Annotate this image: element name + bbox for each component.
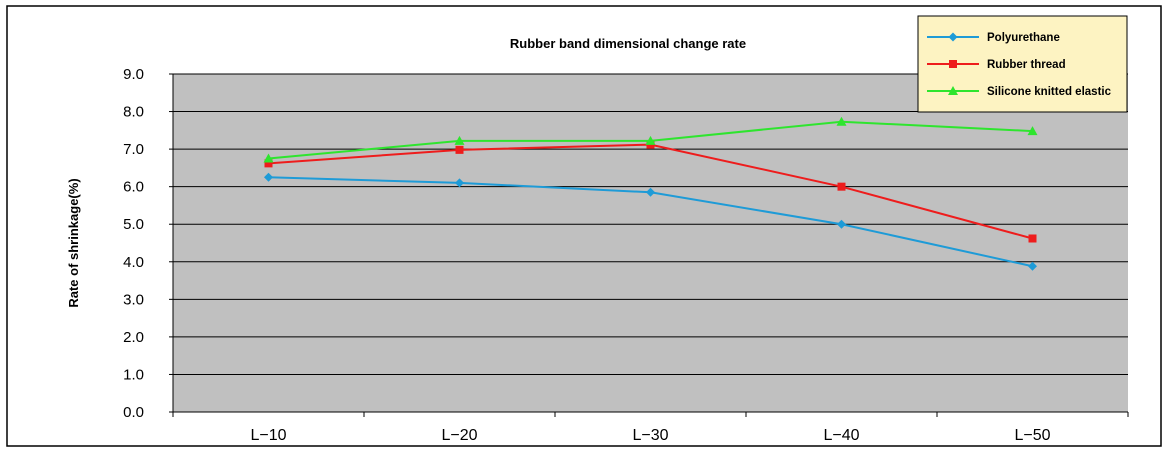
series-polyurethane: [264, 172, 1037, 271]
y-tick-label: 8.0: [123, 104, 144, 121]
y-tick-label: 5.0: [123, 216, 144, 233]
data-point: [264, 159, 273, 168]
legend-swatch-marker: [948, 86, 958, 95]
data-point: [837, 182, 846, 191]
chart-title: Rubber band dimensional change rate: [510, 36, 746, 51]
x-tick-label: L−30: [632, 427, 668, 444]
data-point: [1027, 126, 1038, 136]
data-point: [455, 178, 464, 188]
legend-label: Silicone knitted elastic: [987, 86, 1112, 98]
series-silicone-knitted-elastic: [263, 116, 1038, 163]
data-point: [454, 135, 465, 145]
data-point: [836, 116, 847, 126]
y-tick-label: 9.0: [123, 66, 144, 83]
y-tick-label: 4.0: [123, 254, 144, 271]
x-tick-label: L−20: [441, 427, 477, 444]
legend-item-silicone-knitted-elastic: Silicone knitted elastic: [927, 86, 1112, 98]
data-point: [263, 153, 274, 163]
data-point: [837, 219, 846, 229]
legend: Polyurethane Rubber thread Silicone knitte…: [917, 15, 1128, 113]
legend-label: Rubber thread: [987, 59, 1066, 71]
y-tick-label: 0.0: [123, 404, 144, 421]
data-point: [455, 145, 464, 154]
x-tick-label: L−50: [1014, 427, 1050, 444]
legend-item-rubber-thread: Rubber thread: [927, 59, 1066, 71]
series-layer: [263, 116, 1038, 271]
data-point: [1028, 261, 1037, 271]
data-point: [645, 135, 656, 145]
plot-area: [173, 74, 1128, 412]
y-axis-label: Rate of shrinkage(%): [66, 178, 81, 307]
y-tick-label: 7.0: [123, 141, 144, 158]
y-tick-label: 3.0: [123, 291, 144, 308]
legend-swatch-marker: [949, 60, 957, 68]
y-tick-label: 2.0: [123, 329, 144, 346]
axes: 0.0 1.0 2.0 3.0 4.0 5.0 6.0 7.0 8.0 9.0 L−10 L−20 L−…: [123, 66, 1129, 444]
y-tick-label: 6.0: [123, 179, 144, 196]
y-tick-label: 1.0: [123, 366, 144, 383]
x-tick-label: L−10: [250, 427, 286, 444]
legend-label: Polyurethane: [987, 32, 1060, 44]
x-tick-label: L−40: [823, 427, 859, 444]
data-point: [264, 172, 273, 182]
legend-item-polyurethane: Polyurethane: [927, 32, 1060, 44]
legend-swatch-marker: [948, 32, 958, 42]
data-point: [646, 187, 655, 197]
data-point: [1028, 234, 1037, 243]
